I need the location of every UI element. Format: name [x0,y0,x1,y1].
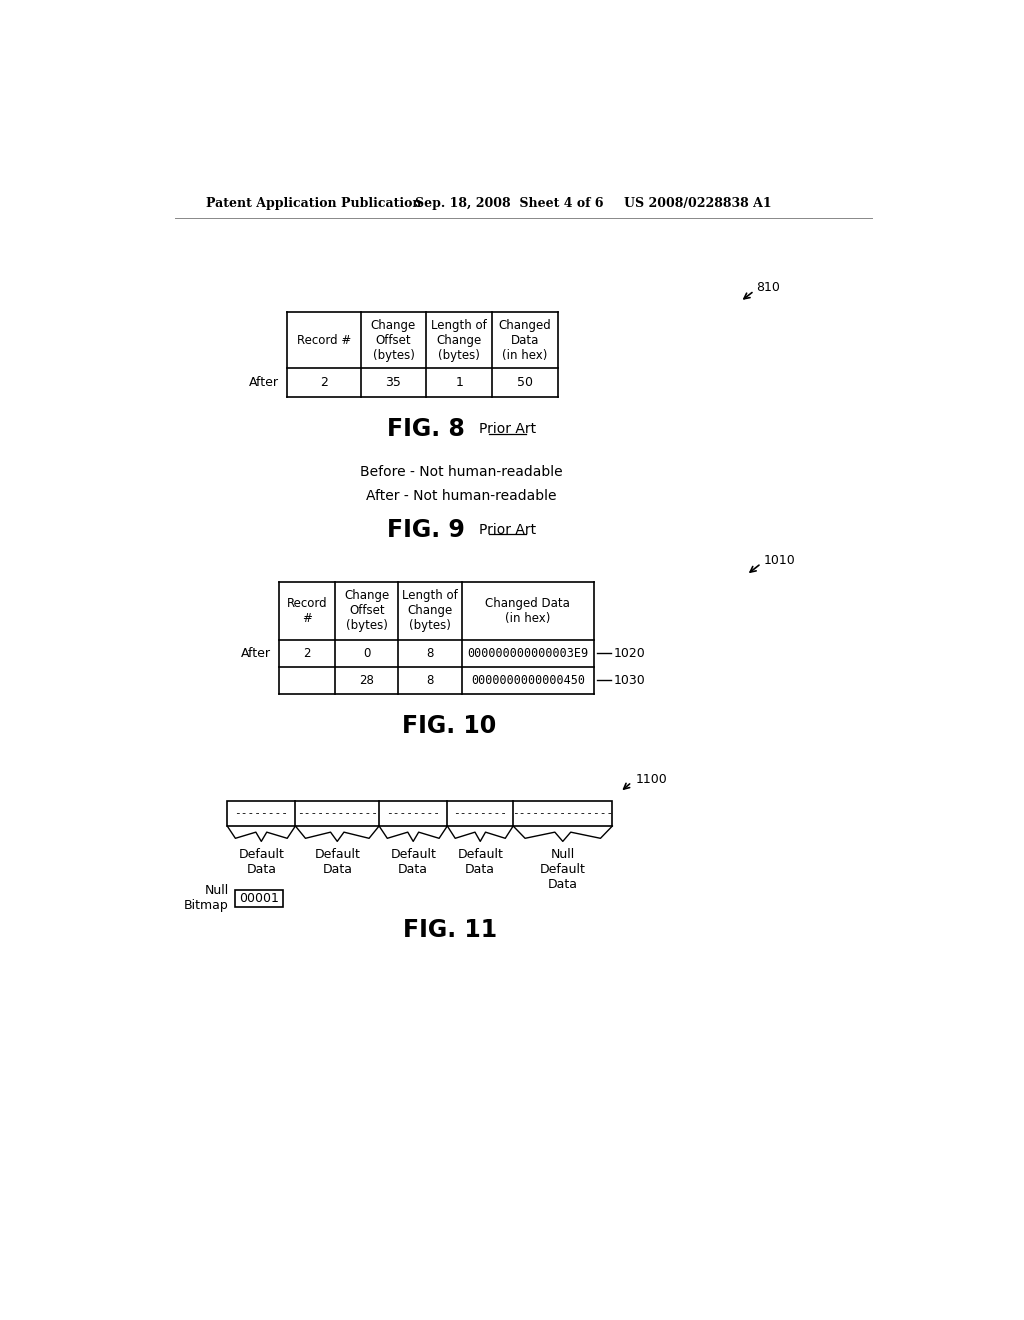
Text: 2: 2 [303,647,310,660]
Text: 35: 35 [385,376,401,389]
Text: FIG. 10: FIG. 10 [402,714,497,738]
Text: Prior Art: Prior Art [479,523,537,536]
Text: ------------: ------------ [297,808,378,818]
Text: FIG. 9: FIG. 9 [387,517,465,541]
Bar [227,800,612,826]
Text: Record #: Record # [297,334,351,347]
Text: Changed Data
(in hex): Changed Data (in hex) [485,597,570,624]
Text: --------: -------- [386,808,440,818]
Text: 8: 8 [427,647,434,660]
Text: After - Not human-readable: After - Not human-readable [366,490,556,503]
Text: Before - Not human-readable: Before - Not human-readable [360,465,562,479]
Text: 1: 1 [456,376,463,389]
Text: Change
Offset
(bytes): Change Offset (bytes) [371,318,416,362]
Text: Null
Default
Data: Null Default Data [540,847,586,891]
Text: 1010: 1010 [764,554,796,566]
Text: Length of
Change
(bytes): Length of Change (bytes) [431,318,487,362]
Text: Change
Offset
(bytes): Change Offset (bytes) [344,589,389,632]
Text: 000000000000003E9: 000000000000003E9 [467,647,589,660]
Text: 1030: 1030 [614,673,646,686]
Text: 1100: 1100 [636,774,668,787]
Text: After: After [242,647,271,660]
Text: FIG. 8: FIG. 8 [387,417,465,441]
Text: 00001: 00001 [239,892,279,906]
Text: Default
Data: Default Data [314,847,360,875]
Text: Default
Data: Default Data [390,847,436,875]
Text: 2: 2 [319,376,328,389]
Text: Length of
Change
(bytes): Length of Change (bytes) [402,589,458,632]
Text: 50: 50 [517,376,534,389]
Text: After: After [249,376,280,389]
Text: Null
Bitmap: Null Bitmap [184,883,228,912]
Text: Sep. 18, 2008  Sheet 4 of 6: Sep. 18, 2008 Sheet 4 of 6 [415,197,603,210]
Text: Default
Data: Default Data [458,847,503,875]
Text: --------: -------- [454,808,507,818]
Text: --------: -------- [234,808,289,818]
Text: 1020: 1020 [614,647,646,660]
Text: Prior Art: Prior Art [479,422,537,437]
Text: 28: 28 [359,673,374,686]
Bar [234,890,283,907]
Text: 810: 810 [756,281,779,294]
Text: 8: 8 [427,673,434,686]
Text: US 2008/0228838 A1: US 2008/0228838 A1 [624,197,772,210]
Text: Patent Application Publication: Patent Application Publication [206,197,421,210]
Text: 0: 0 [364,647,371,660]
Text: Changed
Data
(in hex): Changed Data (in hex) [499,318,552,362]
Text: 0000000000000450: 0000000000000450 [471,673,585,686]
Text: ---------------: --------------- [512,808,613,818]
Text: Record
#: Record # [287,597,328,624]
Text: FIG. 11: FIG. 11 [402,917,497,942]
Text: Default
Data: Default Data [239,847,285,875]
